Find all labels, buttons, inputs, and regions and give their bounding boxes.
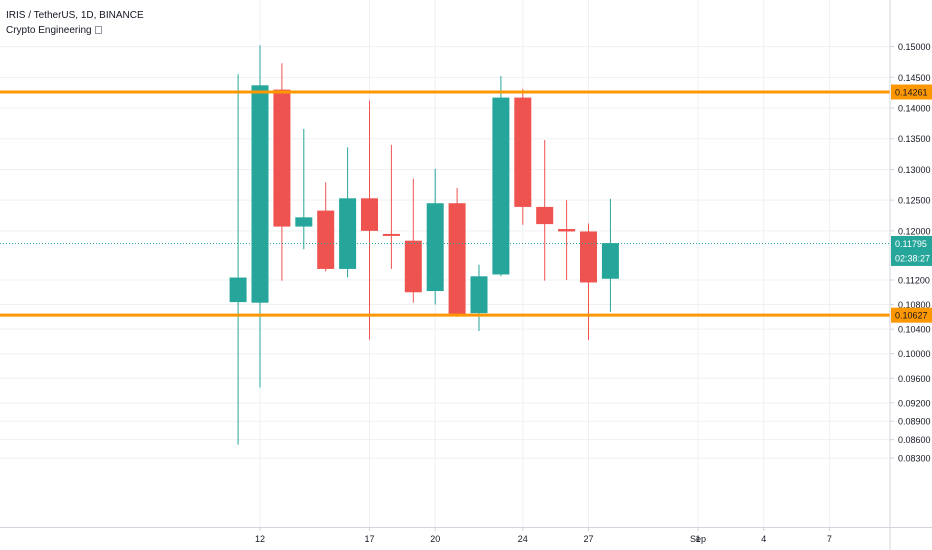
candle-body xyxy=(580,231,597,283)
time-axis[interactable]: 12 17 20 24 27 Sep 4 7 1 xyxy=(255,527,832,544)
bar-countdown-label: 02:38:27 xyxy=(895,253,930,263)
horizontal-grid xyxy=(0,46,890,459)
candle-up[interactable] xyxy=(229,74,247,445)
price-tick-label: 0.10000 xyxy=(898,349,931,359)
candle-down[interactable] xyxy=(273,63,291,281)
candle-body xyxy=(404,240,422,293)
candle-body xyxy=(426,203,444,292)
chart-legend: IRIS / TetherUS, 1D, BINANCE Crypto Engi… xyxy=(6,8,144,38)
candle-body xyxy=(295,217,313,227)
time-tick-label: 12 xyxy=(255,534,265,544)
candles-layer[interactable] xyxy=(229,45,619,445)
candle-down[interactable] xyxy=(404,178,422,303)
price-tick-label: 0.14000 xyxy=(898,104,931,114)
candle-up[interactable] xyxy=(251,45,269,388)
price-tick-label: 0.08600 xyxy=(898,435,931,445)
level-lines[interactable] xyxy=(0,90,890,317)
candle-up[interactable] xyxy=(470,264,488,331)
price-tick-label: 0.15000 xyxy=(898,42,931,52)
candle-body xyxy=(470,276,488,314)
candle-body xyxy=(361,198,378,231)
indicator-row[interactable]: Crypto Engineering xyxy=(6,23,144,38)
candle-body xyxy=(317,210,335,269)
candle-down[interactable] xyxy=(558,200,576,280)
candle-body xyxy=(536,206,554,225)
time-tick-label: 24 xyxy=(518,534,528,544)
last-price-label: 0.11795 xyxy=(895,239,927,249)
candle-body xyxy=(601,243,619,279)
price-tick-label: 0.10400 xyxy=(898,325,931,335)
time-tick-label: 20 xyxy=(430,534,440,544)
price-tick-label: 0.10800 xyxy=(898,300,931,310)
candle-up[interactable] xyxy=(426,168,444,305)
candle-down[interactable] xyxy=(536,139,554,281)
candle-body xyxy=(558,229,576,232)
time-tick-label: 7 xyxy=(827,534,832,544)
price-tick-label: 0.11200 xyxy=(898,275,930,285)
level-price-tag xyxy=(891,307,932,323)
eye-icon[interactable] xyxy=(94,26,102,34)
candle-up[interactable] xyxy=(492,76,510,277)
price-tick-label: 0.09600 xyxy=(898,374,931,384)
candle-body xyxy=(339,198,357,269)
candle-up[interactable] xyxy=(295,128,313,250)
level-price-tag xyxy=(891,84,932,100)
time-tick-label: 4 xyxy=(761,534,766,544)
price-tick-label: 0.12500 xyxy=(898,196,931,206)
last-price-tag xyxy=(891,235,932,266)
price-tick-label: 0.13000 xyxy=(898,165,931,175)
symbol-title[interactable]: IRIS / TetherUS, 1D, BINANCE xyxy=(6,10,144,21)
candle-down[interactable] xyxy=(317,182,335,272)
candle-down[interactable] xyxy=(382,144,400,269)
candle-body xyxy=(492,97,510,275)
price-tick-label: 0.14500 xyxy=(898,73,931,83)
price-tick-label: 0.08900 xyxy=(898,417,931,427)
time-tick-label: 17 xyxy=(364,534,374,544)
candle-body xyxy=(251,85,269,303)
level-price-label: 0.10627 xyxy=(895,311,928,321)
price-tick-label: 0.09200 xyxy=(898,398,931,408)
price-tick-label: 0.13500 xyxy=(898,134,931,144)
candle-body xyxy=(448,203,466,317)
candle-body xyxy=(514,97,532,207)
price-tick-label: 0.08300 xyxy=(898,454,931,464)
candle-down[interactable] xyxy=(514,88,532,225)
time-tick-label: 1 xyxy=(695,534,700,544)
price-axis[interactable]: 0.160000.150000.145000.140000.135000.130… xyxy=(890,0,931,464)
candle-up[interactable] xyxy=(339,147,357,278)
indicator-name: Crypto Engineering xyxy=(6,25,92,36)
candle-up[interactable] xyxy=(601,198,619,312)
time-tick-label: Sep xyxy=(690,534,706,544)
candle-body xyxy=(229,277,247,303)
candle-down[interactable] xyxy=(361,100,378,340)
price-axis-tags: 0.14261 0.10627 0.11795 02:38:27 xyxy=(891,84,932,323)
price-tick-label: 0.12000 xyxy=(898,226,931,236)
candle-body xyxy=(273,89,291,227)
level-price-label: 0.14261 xyxy=(895,88,928,98)
candle-down[interactable] xyxy=(448,187,466,317)
candle-down[interactable] xyxy=(580,223,597,341)
candle-body xyxy=(382,233,400,236)
time-tick-label: 27 xyxy=(583,534,593,544)
